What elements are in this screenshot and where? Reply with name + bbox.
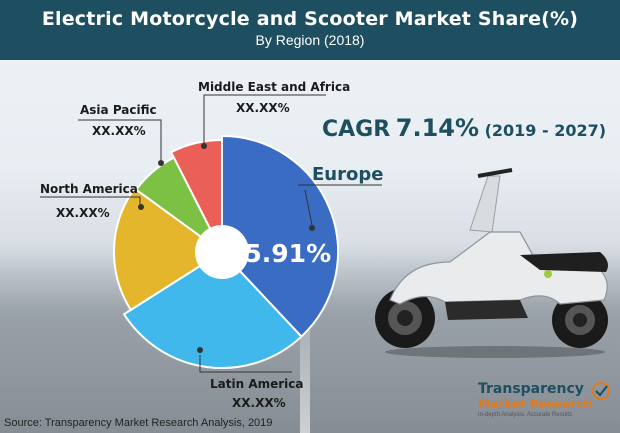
europe-leader-tick [304,189,313,226]
pie-slice-europe [221,134,339,338]
north-america-leader-dot [138,204,144,210]
cagr-value: 7.14% [395,114,480,142]
slice-label-europe: Europe [312,164,383,185]
asia-pacific-leader-line [78,119,162,160]
latin-america-leader-line [199,355,292,373]
slice-label-north-america: North America [40,182,138,196]
leader-lines [40,94,382,373]
slice-label-asia-pacific: Asia Pacific [80,103,157,117]
company-logo: Transparency Market Research In-depth An… [478,382,616,419]
scooter-illustration [375,168,608,358]
logo-line-2: Market Research [478,397,592,411]
leader-dots [138,143,315,353]
slice-value-mea: XX.XX% [236,101,290,115]
slice-value-asia-pacific: XX.XX% [92,124,146,138]
logo-line-1: Transparency [478,381,584,397]
logo-tagline: In-depth Analysis. Accurate Results [478,412,573,418]
pie-slice-latin-america [122,250,303,369]
page-title: Electric Motorcycle and Scooter Market S… [41,8,579,30]
slice-label-mea: Middle East and Africa [198,80,350,94]
cagr-callout: CAGR 7.14% (2019 - 2027) [322,114,606,142]
header-banner: Electric Motorcycle and Scooter Market S… [0,0,620,60]
source-note: Source: Transparency Market Research Ana… [4,417,273,429]
cagr-prefix: CAGR [322,117,391,142]
cagr-period: (2019 - 2027) [484,121,607,140]
slice-label-latin-america: Latin America [210,377,304,391]
mea-leader-dot [201,143,207,149]
slice-value-latin-america: XX.XX% [232,396,286,410]
mea-leader-line [203,94,326,145]
asia-pacific-leader-dot [158,160,164,166]
page-subtitle: By Region (2018) [255,32,365,48]
donut-hole [195,225,249,279]
pie-slices [113,134,339,369]
latin-america-leader-dot [197,347,203,353]
logo-check-icon [592,382,610,400]
road-center-line [300,273,310,433]
europe-leader-dot [309,225,315,231]
pie-slice-mea [169,138,223,253]
north-america-leader-line [40,196,141,205]
slice-value-north-america: XX.XX% [56,206,110,220]
center-value-label: 85.91% [227,239,331,268]
